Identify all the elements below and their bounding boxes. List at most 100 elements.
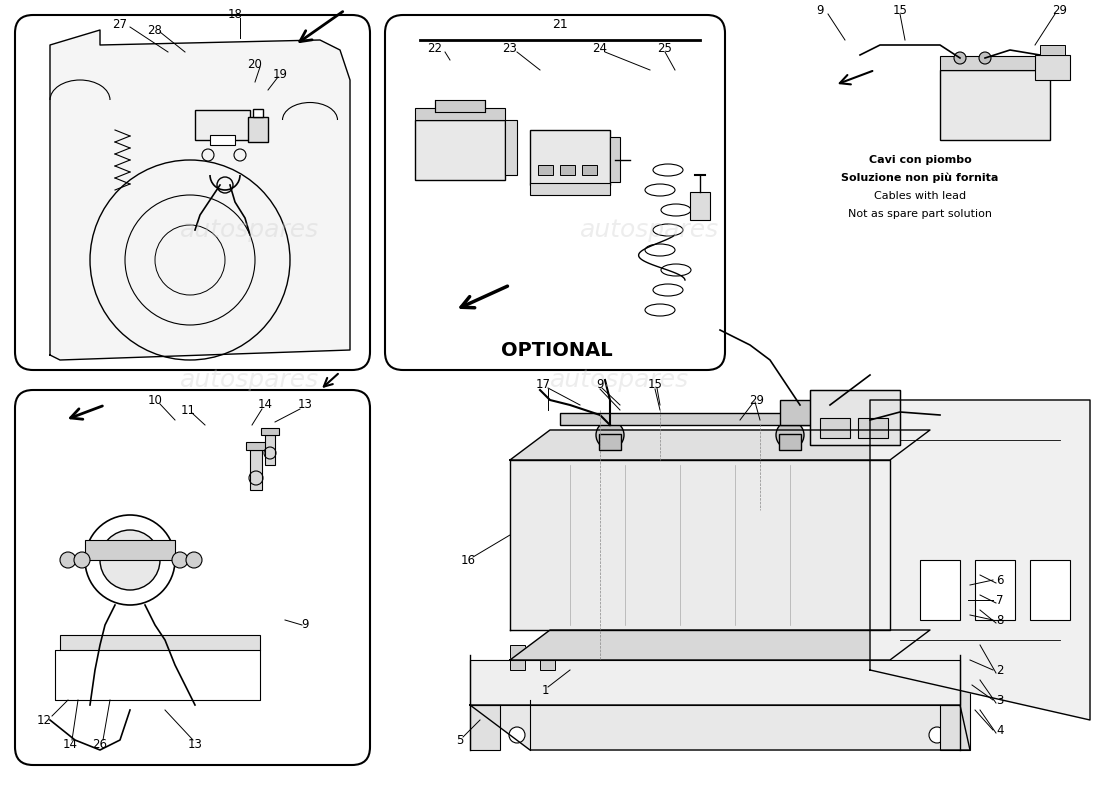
Bar [510,645,525,670]
Text: Cables with lead: Cables with lead [873,191,966,201]
Text: Not as spare part solution: Not as spare part solution [848,209,992,219]
Text: 13: 13 [188,738,202,751]
Bar [265,435,275,465]
Text: 9: 9 [816,3,824,17]
Bar [900,645,915,670]
Bar [1030,560,1070,620]
Text: 9: 9 [301,618,309,631]
Bar [810,390,900,445]
Bar [940,56,1050,70]
FancyBboxPatch shape [15,15,370,370]
Circle shape [186,552,202,568]
Text: 15: 15 [648,378,662,391]
Text: Soluzione non più fornita: Soluzione non più fornita [842,173,999,183]
Text: OPTIONAL: OPTIONAL [502,341,613,359]
Polygon shape [470,705,500,750]
Bar [940,70,1050,140]
Bar [1040,45,1065,55]
Text: 24: 24 [593,42,607,54]
Text: 10: 10 [147,394,163,406]
Bar [434,100,485,112]
Polygon shape [510,430,930,460]
Bar [210,135,235,145]
Text: 14: 14 [257,398,273,411]
Bar [538,165,553,175]
Bar [246,442,266,450]
Bar [560,413,860,425]
Text: 26: 26 [92,738,108,751]
Circle shape [776,421,804,449]
Text: Cavi con piombo: Cavi con piombo [869,155,971,165]
Bar [530,130,610,185]
Text: 7: 7 [997,594,1003,606]
FancyBboxPatch shape [385,15,725,370]
Text: 16: 16 [461,554,475,566]
Bar [920,560,960,620]
FancyBboxPatch shape [15,390,370,765]
Bar [540,645,556,670]
Text: autospares: autospares [550,368,690,392]
Text: 19: 19 [273,69,287,82]
Bar [248,117,268,142]
Text: 1: 1 [541,683,549,697]
Text: 5: 5 [456,734,464,746]
Polygon shape [940,655,970,750]
Bar [530,183,610,195]
Circle shape [74,552,90,568]
Text: 6: 6 [997,574,1003,586]
Bar [415,108,505,120]
Text: 20: 20 [248,58,263,71]
Bar [415,120,505,180]
Text: 13: 13 [298,398,312,411]
Bar [505,120,517,175]
Circle shape [100,530,160,590]
Bar [690,192,710,220]
Text: 23: 23 [503,42,517,54]
Bar [261,428,279,435]
Bar [85,540,175,560]
Bar [820,418,850,438]
Bar [195,110,250,140]
Text: 29: 29 [1053,3,1067,17]
Polygon shape [510,630,930,660]
Text: 29: 29 [749,394,764,406]
Bar [600,434,621,450]
Text: 22: 22 [428,42,442,54]
Text: 3: 3 [997,694,1003,706]
Bar [250,450,262,490]
Text: autospares: autospares [180,368,320,392]
Bar [560,165,575,175]
Text: 9: 9 [596,378,604,391]
Text: autospares: autospares [180,218,320,242]
Circle shape [596,421,624,449]
Text: 27: 27 [112,18,128,31]
Bar [610,137,620,182]
Circle shape [509,727,525,743]
Bar [582,165,597,175]
Circle shape [60,552,76,568]
Circle shape [979,52,991,64]
Text: autospares: autospares [581,218,719,242]
Polygon shape [50,30,350,360]
Bar [858,418,888,438]
Polygon shape [510,460,890,630]
Text: 2: 2 [997,663,1003,677]
Bar [930,645,945,670]
Bar [975,560,1015,620]
Text: 28: 28 [147,23,163,37]
Text: 4: 4 [997,723,1003,737]
Text: 17: 17 [536,378,550,391]
Bar [253,109,263,117]
Text: 15: 15 [892,3,907,17]
Text: 12: 12 [36,714,52,726]
Bar [60,635,260,650]
Text: 14: 14 [63,738,77,751]
Circle shape [954,52,966,64]
Bar [779,434,801,450]
Circle shape [172,552,188,568]
Polygon shape [470,705,970,750]
Bar [780,400,850,425]
Text: 18: 18 [228,9,242,22]
Polygon shape [870,400,1090,720]
Text: 21: 21 [552,18,568,31]
